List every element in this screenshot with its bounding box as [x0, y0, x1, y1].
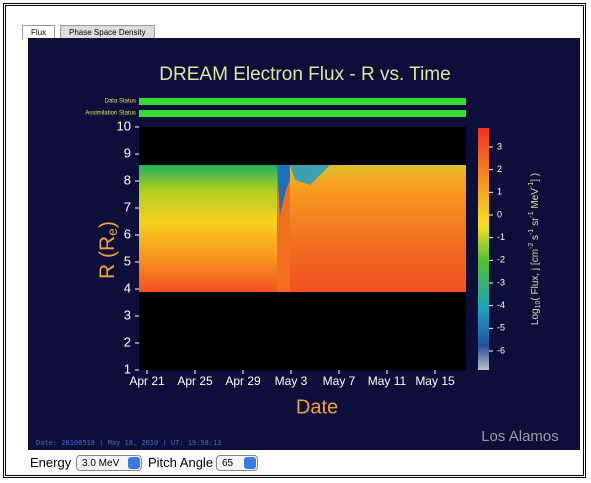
- colorbar-label-part: -1: [528, 211, 535, 217]
- colorbar-tick-label: -6: [497, 345, 505, 355]
- colorbar-tick-label: 0: [497, 209, 502, 219]
- select-arrow: [244, 457, 256, 469]
- y-tick-label: 5: [124, 253, 131, 268]
- x-tick-label: May 7: [323, 374, 356, 388]
- heatmap-region: [290, 165, 466, 292]
- select[interactable]: 65: [216, 455, 258, 471]
- y-tick-label: 3: [124, 307, 131, 322]
- status-label: Data Status: [105, 99, 136, 105]
- colorbar-label-part: 10: [535, 301, 542, 309]
- colorbar-tick-label: 3: [497, 141, 502, 151]
- heatmap-region: [290, 165, 330, 185]
- colorbar-label: Log10( Flux, j [cm-2 s-1 sr-1 MeV-1] ): [528, 173, 542, 325]
- select-arrow: [128, 457, 140, 469]
- colorbar-label-part: s: [530, 235, 541, 243]
- x-tick-label: Apr 21: [129, 374, 165, 388]
- y-tick-label: 1: [124, 361, 131, 376]
- colorbar-tick-label: -3: [497, 277, 505, 287]
- y-tick-label: 10: [117, 118, 131, 133]
- y-tick-label: 4: [124, 280, 131, 295]
- frame: [3, 3, 586, 478]
- x-tick-label: May 11: [368, 374, 407, 388]
- heatmap-region: [277, 165, 296, 215]
- x-tick-label: May 3: [275, 374, 308, 388]
- select-value: 65: [222, 458, 234, 469]
- y-axis-label: R (Re): [96, 221, 120, 279]
- colorbar-label-part: Log: [530, 308, 541, 325]
- colorbar-tick-label: -4: [497, 300, 505, 310]
- x-tick-label: Apr 25: [177, 374, 213, 388]
- x-tick-label: Apr 29: [225, 374, 261, 388]
- colorbar-tick-label: -2: [497, 255, 505, 265]
- label: Pitch Angle: [148, 455, 214, 470]
- logo: Los Alamos: [481, 428, 559, 445]
- colorbar-label-part: -2: [528, 243, 535, 249]
- chart-title: DREAM Electron Flux - R vs. Time: [159, 64, 450, 85]
- y-tick-label: 7: [124, 199, 131, 214]
- colorbar: [478, 128, 489, 370]
- y-tick-label: 6: [124, 226, 131, 241]
- x-tick-label: May 15: [415, 374, 455, 388]
- colorbar-tick-label: 2: [497, 164, 502, 174]
- label: Energy: [30, 455, 72, 470]
- status-bar: [139, 110, 466, 117]
- y-tick-label: 8: [124, 172, 131, 187]
- y-tick-label: 9: [124, 145, 131, 160]
- colorbar-label-part: -1: [528, 182, 535, 188]
- colorbar-label-part: -1: [528, 229, 535, 235]
- colorbar-label-part: sr: [530, 217, 541, 229]
- tab[interactable]: Flux: [22, 25, 56, 39]
- colorbar-tick-label: 1: [497, 187, 502, 197]
- select-value: 3.0 MeV: [82, 458, 120, 469]
- timestamp: Date: 20100518 ( May 18, 2010 ) UT: 19:5…: [36, 439, 221, 447]
- status-bar: [139, 98, 466, 105]
- colorbar-tick-label: -5: [497, 323, 505, 333]
- y-tick-label: 2: [124, 334, 131, 349]
- status-label: Assimilation Status: [85, 111, 136, 117]
- colorbar-label-part: ] ): [530, 173, 541, 182]
- x-axis-label: Date: [296, 396, 338, 418]
- colorbar-label-part: ( Flux, j [cm: [530, 249, 541, 301]
- colorbar-label-part: MeV: [530, 188, 541, 212]
- select[interactable]: 3.0 MeV: [76, 455, 142, 471]
- colorbar-tick-label: -1: [497, 232, 505, 242]
- heatmap-region: [139, 165, 277, 292]
- tab[interactable]: Phase Space Density: [60, 25, 155, 39]
